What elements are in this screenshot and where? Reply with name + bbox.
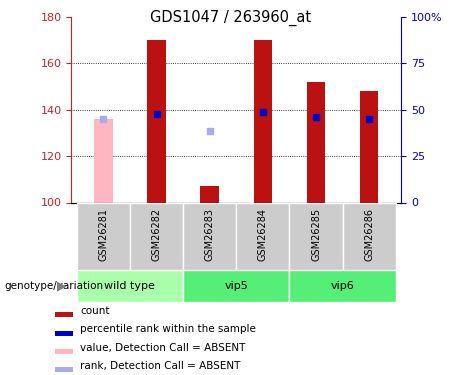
Text: rank, Detection Call = ABSENT: rank, Detection Call = ABSENT	[80, 361, 241, 371]
Bar	[94, 119, 112, 202]
Bar	[360, 91, 378, 202]
Text: vip5: vip5	[225, 281, 248, 291]
Bar	[183, 270, 290, 302]
Text: GSM26282: GSM26282	[152, 209, 161, 261]
Bar	[254, 40, 272, 203]
Text: GSM26285: GSM26285	[311, 209, 321, 261]
Text: count: count	[80, 306, 110, 316]
Text: wild type: wild type	[105, 281, 155, 291]
Bar	[343, 202, 396, 270]
Bar	[201, 186, 219, 202]
Bar	[290, 202, 343, 270]
Bar	[290, 270, 396, 302]
Bar	[55, 349, 73, 354]
Text: GSM26283: GSM26283	[205, 209, 215, 261]
Bar	[236, 202, 290, 270]
Text: GSM26286: GSM26286	[364, 209, 374, 261]
Bar	[55, 367, 73, 372]
Text: genotype/variation: genotype/variation	[5, 281, 104, 291]
Text: GSM26281: GSM26281	[98, 209, 108, 261]
Text: ▶: ▶	[58, 279, 67, 292]
Bar	[77, 202, 130, 270]
Text: vip6: vip6	[331, 281, 355, 291]
Text: GSM26284: GSM26284	[258, 209, 268, 261]
Bar	[183, 202, 236, 270]
Bar	[307, 82, 325, 203]
Bar	[147, 40, 166, 203]
Text: GDS1047 / 263960_at: GDS1047 / 263960_at	[150, 9, 311, 26]
Bar	[130, 202, 183, 270]
Bar	[55, 312, 73, 317]
Text: percentile rank within the sample: percentile rank within the sample	[80, 324, 256, 334]
Bar	[77, 270, 183, 302]
Text: value, Detection Call = ABSENT: value, Detection Call = ABSENT	[80, 343, 246, 352]
Bar	[55, 331, 73, 336]
